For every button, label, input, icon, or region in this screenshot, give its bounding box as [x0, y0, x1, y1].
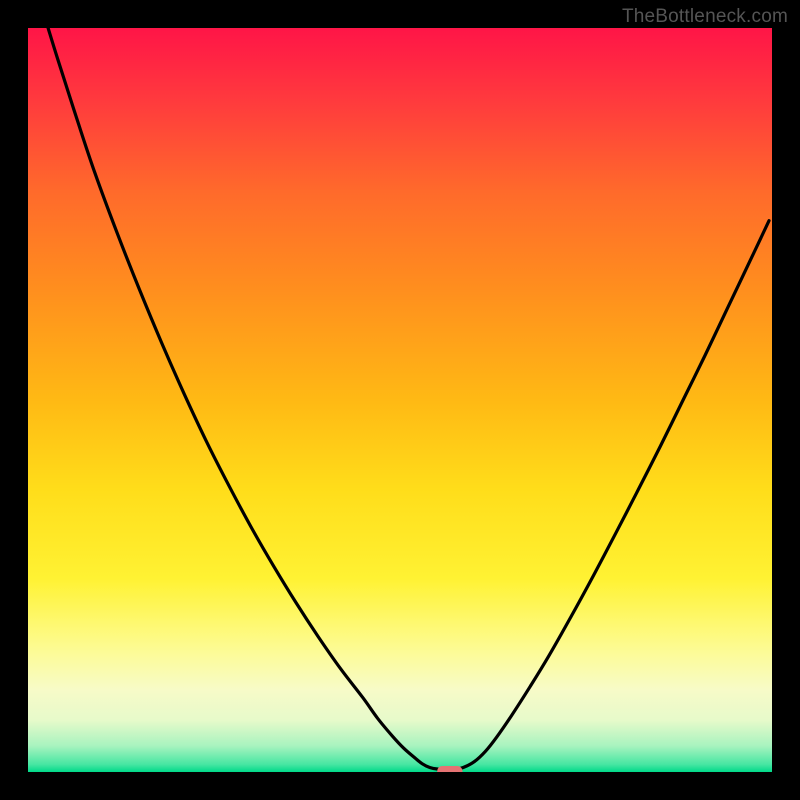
chart-plot-area: [28, 28, 772, 772]
watermark-text: TheBottleneck.com: [622, 6, 788, 28]
chart-container: TheBottleneck.com: [0, 0, 800, 800]
bottleneck-curve-chart: [0, 0, 800, 800]
